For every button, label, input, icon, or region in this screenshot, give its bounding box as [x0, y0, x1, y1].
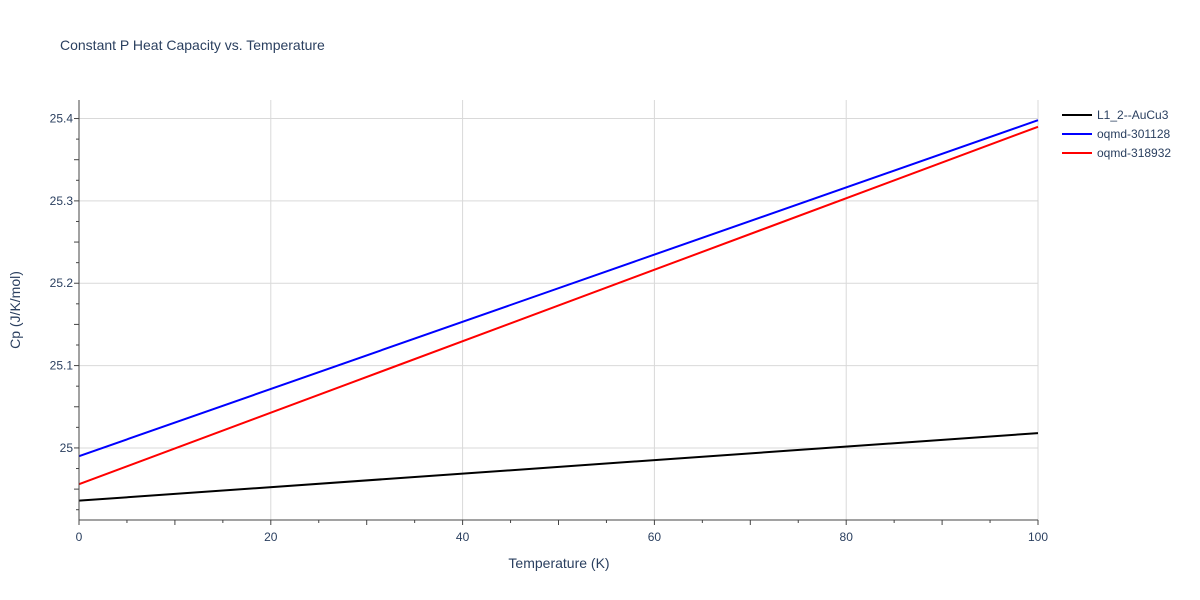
x-tick-label: 40 — [456, 530, 470, 544]
chart-title: Constant P Heat Capacity vs. Temperature — [60, 37, 325, 53]
y-tick-label: 25.1 — [50, 359, 74, 373]
series-line-L1_2--AuCu3 — [78, 432, 1039, 502]
x-tick-label: 80 — [840, 530, 854, 544]
series-lines — [78, 119, 1039, 502]
legend-label: oqmd-301128 — [1097, 127, 1170, 141]
gridlines — [79, 100, 1039, 520]
x-axis-title: Temperature (K) — [508, 555, 609, 571]
legend: L1_2--AuCu3 oqmd-301128 oqmd-318932 — [1062, 108, 1171, 160]
x-tick-label: 100 — [1028, 530, 1048, 544]
x-tick-label: 20 — [264, 530, 278, 544]
y-tick-label: 25.3 — [50, 194, 74, 208]
legend-label: oqmd-318932 — [1097, 146, 1171, 160]
legend-label: L1_2--AuCu3 — [1097, 108, 1169, 122]
y-axis-title: Cp (J/K/mol) — [7, 271, 23, 349]
series-line-oqmd-318932 — [78, 125, 1039, 486]
y-tick-label: 25 — [60, 441, 74, 455]
axes: 0 20 40 60 80 100 25 25.1 25.2 25.3 25.4 — [50, 100, 1048, 544]
y-tick-label: 25.2 — [50, 276, 74, 290]
x-tick-label: 0 — [76, 530, 83, 544]
series-line-oqmd-301128 — [78, 119, 1039, 458]
y-tick-label: 25.4 — [50, 112, 74, 126]
x-tick-label: 60 — [648, 530, 662, 544]
